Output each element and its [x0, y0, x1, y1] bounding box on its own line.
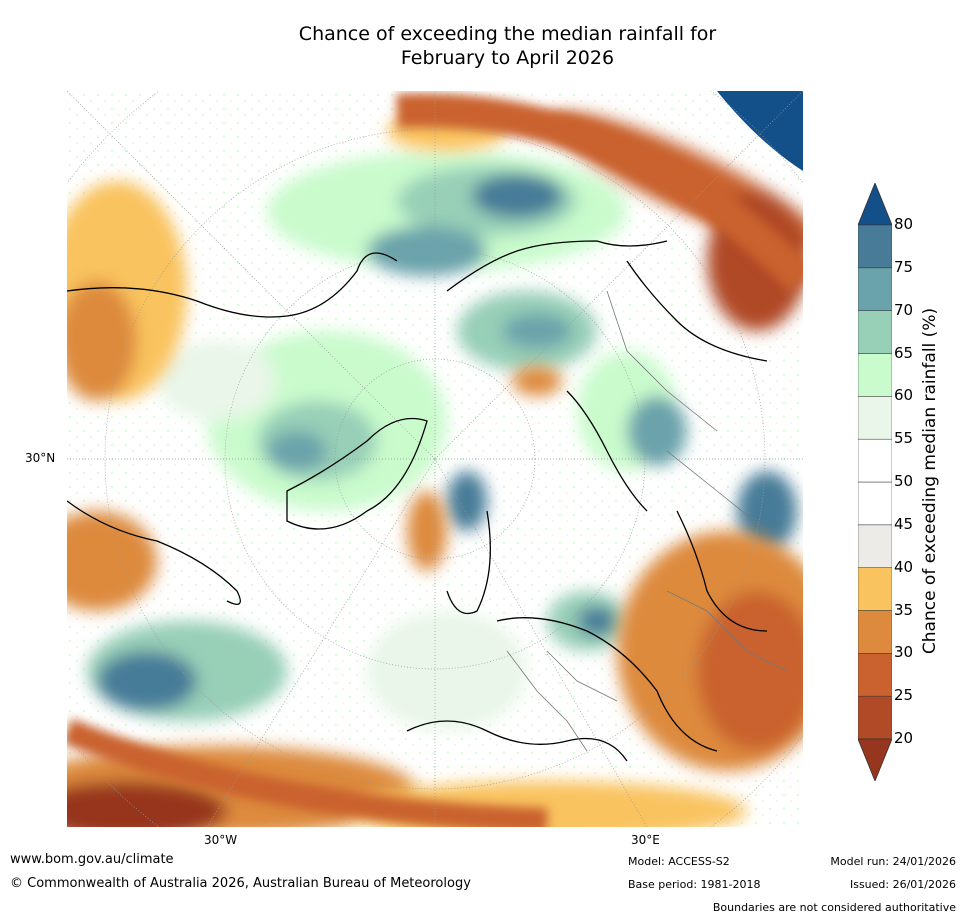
- colorbar-bin: [858, 224, 892, 269]
- colorbar-tick-label: 20: [894, 729, 914, 747]
- colorbar-tick-label: 50: [894, 472, 914, 490]
- colorbar-tick-label: 75: [894, 257, 914, 276]
- colorbar-tick-label: 60: [894, 386, 914, 405]
- colorbar-bin: [858, 610, 892, 654]
- colorbar-bin: [858, 524, 892, 568]
- colorbar-bin: [858, 653, 892, 697]
- map-title-line2: February to April 2026: [400, 47, 615, 69]
- coastlines: [67, 240, 768, 762]
- colorbar: [858, 183, 892, 781]
- map-title: Chance of exceeding the median rainfall …: [140, 22, 875, 70]
- rainfall-map-svg: [67, 91, 803, 827]
- model-run-text: Model run: 24/01/2026: [830, 855, 956, 868]
- colorbar-tick-label: 70: [894, 300, 914, 319]
- colorbar-tick-label: 55: [894, 429, 914, 448]
- lon-label-30e: 30°E: [631, 833, 660, 847]
- lon-label-30w: 30°W: [204, 833, 238, 847]
- wet-anomalies: [87, 151, 797, 731]
- colorbar-bin: [858, 353, 892, 397]
- colorbar-tick-label: 30: [894, 643, 914, 662]
- wet-corner: [717, 91, 803, 171]
- colorbar-tick-label: 25: [894, 686, 914, 705]
- colorbar-tick-label: 45: [894, 514, 914, 533]
- rainfall-map: [67, 91, 803, 827]
- website-link[interactable]: www.bom.gov.au/climate: [10, 852, 174, 867]
- colorbar-bin: [858, 396, 892, 440]
- dry-anomalies: [67, 111, 803, 827]
- boundaries: [506, 290, 788, 752]
- colorbar-top-arrow: [858, 183, 892, 226]
- colorbar-bin: [858, 481, 892, 526]
- colorbar-bottom-arrow: [858, 738, 892, 781]
- issued-text: Issued: 26/01/2026: [849, 878, 956, 891]
- colorbar-title-text: Chance of exceeding median rainfall (%): [920, 307, 940, 655]
- colorbar-bin: [858, 695, 892, 740]
- map-title-line1: Chance of exceeding the median rainfall …: [298, 23, 717, 45]
- colorbar-tick-label: 40: [894, 557, 914, 576]
- colorbar-bin: [858, 267, 892, 311]
- colorbar-bin: [858, 438, 892, 483]
- colorbar-tick-label: 80: [894, 215, 914, 233]
- graticule: [67, 91, 803, 827]
- colorbar-bin: [858, 310, 892, 354]
- colorbar-bin: [858, 567, 892, 611]
- outer-dry-arc: [67, 93, 803, 827]
- base-period-text: Base period: 1981-2018: [628, 878, 761, 891]
- colorbar-tick-label: 65: [894, 343, 914, 362]
- copyright: © Commonwealth of Australia 2026, Austra…: [10, 876, 471, 891]
- disclaimer-text: Boundaries are not considered authoritat…: [712, 901, 956, 914]
- lat-label-30n: 30°N: [25, 451, 56, 465]
- model-text: Model: ACCESS-S2: [628, 855, 730, 868]
- colorbar-tick-label: 35: [894, 600, 914, 619]
